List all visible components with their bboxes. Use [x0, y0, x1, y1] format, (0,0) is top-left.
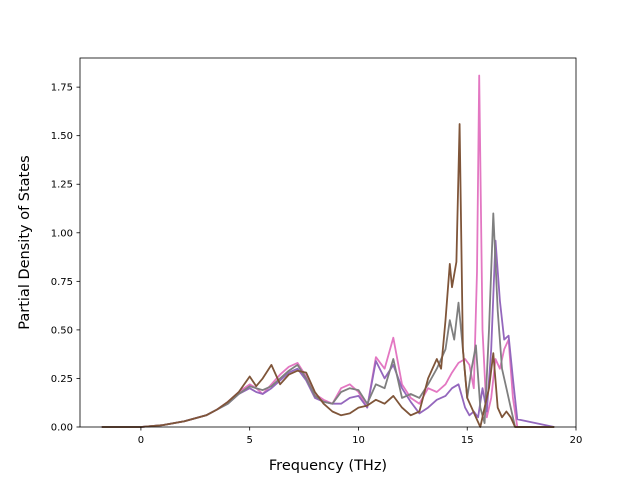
series-line-4: [101, 123, 555, 428]
x-tick-label: 0: [138, 435, 144, 446]
axes-frame: [79, 57, 577, 428]
x-tick-label: 5: [246, 435, 252, 446]
y-tick-label: 0.50: [51, 325, 73, 336]
plot-area: [101, 74, 555, 428]
y-axis-label: Partial Density of States: [17, 155, 33, 329]
y-tick-label: 0.25: [51, 374, 73, 385]
x-tick-label: 20: [570, 435, 583, 446]
x-tick-label: 15: [461, 435, 474, 446]
x-axis-label: Frequency (THz): [269, 458, 387, 474]
y-tick-label: 1.75: [51, 83, 73, 94]
axis-ticks: 0 5 10 15 20 0.00 0.25 0.50 0.75 1.00 1.25 1.50 1.75: [51, 83, 583, 446]
y-tick-label: 1.25: [51, 180, 73, 191]
y-tick-label: 0.00: [51, 423, 73, 434]
series-line-2: [101, 239, 555, 428]
y-tick-label: 0.75: [51, 277, 73, 288]
y-tick-label: 1.50: [51, 131, 73, 142]
series-line-1: [101, 74, 555, 428]
x-tick-label: 10: [352, 435, 365, 446]
y-tick-label: 1.00: [51, 228, 73, 239]
series-line-3: [101, 212, 555, 428]
